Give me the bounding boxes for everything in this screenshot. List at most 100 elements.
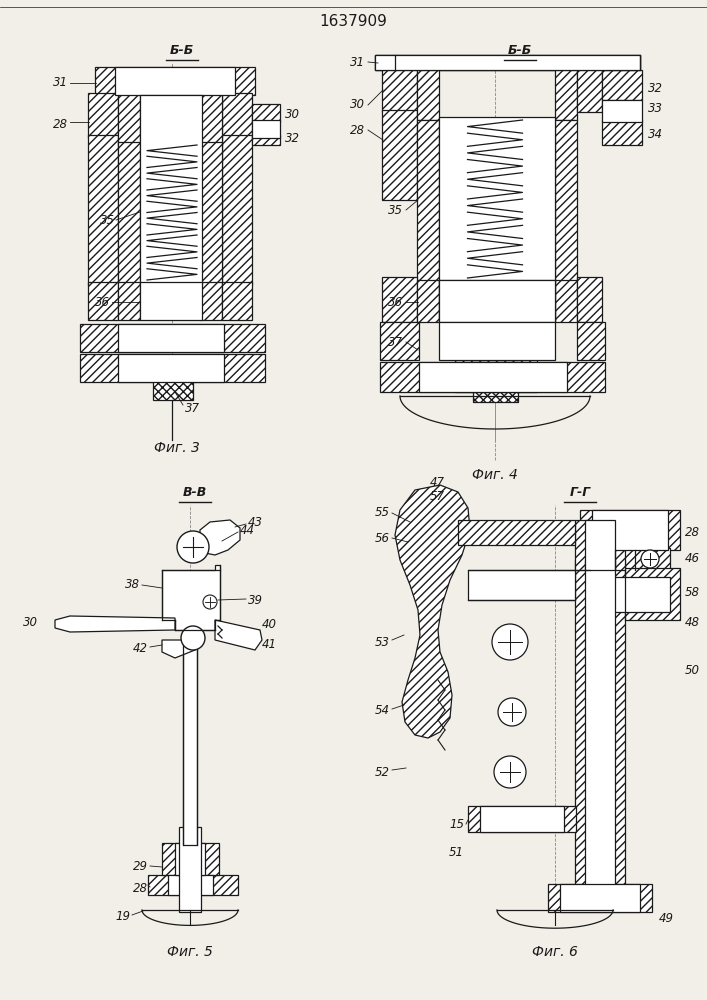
Polygon shape: [200, 520, 240, 555]
Text: Фиг. 3: Фиг. 3: [154, 441, 200, 455]
Text: 28: 28: [350, 123, 365, 136]
Text: 39: 39: [248, 593, 263, 606]
Bar: [118, 324, 224, 352]
Bar: [439, 280, 555, 322]
Circle shape: [641, 550, 659, 568]
Bar: [468, 806, 576, 832]
Text: Б-Б: Б-Б: [508, 44, 532, 57]
Text: 19: 19: [115, 910, 130, 924]
Text: 55: 55: [375, 506, 390, 520]
Bar: [118, 282, 140, 320]
Bar: [80, 354, 265, 382]
Bar: [439, 280, 555, 322]
Text: 42: 42: [133, 642, 148, 654]
Bar: [118, 142, 140, 285]
Circle shape: [494, 756, 526, 788]
Circle shape: [498, 698, 526, 726]
Bar: [148, 875, 238, 895]
Text: В-В: В-В: [183, 486, 207, 499]
Text: 35: 35: [100, 214, 115, 227]
Text: 34: 34: [648, 127, 663, 140]
Bar: [183, 640, 197, 845]
Bar: [455, 322, 537, 360]
Bar: [118, 354, 224, 382]
Bar: [419, 362, 567, 392]
Text: 28: 28: [133, 882, 148, 894]
Text: 52: 52: [375, 766, 390, 778]
Bar: [455, 360, 537, 392]
Bar: [118, 93, 140, 145]
Bar: [168, 875, 213, 895]
Bar: [417, 68, 439, 120]
Bar: [590, 548, 670, 570]
Bar: [80, 324, 265, 352]
Bar: [252, 104, 280, 122]
Text: 37: 37: [388, 336, 403, 350]
Text: Г-Г: Г-Г: [569, 486, 590, 499]
Text: 30: 30: [350, 99, 365, 111]
Bar: [439, 117, 555, 282]
Polygon shape: [162, 565, 220, 630]
Text: 56: 56: [375, 532, 390, 544]
Bar: [115, 67, 235, 95]
Text: 30: 30: [285, 107, 300, 120]
Bar: [200, 142, 222, 285]
Text: 41: 41: [262, 638, 277, 650]
Text: 53: 53: [375, 636, 390, 648]
Bar: [375, 55, 640, 70]
Text: 43: 43: [248, 516, 263, 528]
Bar: [200, 282, 222, 320]
Text: 49: 49: [659, 912, 674, 924]
Bar: [585, 560, 615, 885]
Text: 46: 46: [685, 552, 700, 566]
Text: 31: 31: [53, 77, 68, 90]
Bar: [140, 95, 202, 285]
Bar: [600, 577, 670, 612]
Bar: [417, 120, 439, 282]
Bar: [88, 282, 118, 320]
Text: 57: 57: [430, 489, 445, 502]
Bar: [88, 135, 118, 285]
Bar: [222, 135, 252, 285]
Bar: [580, 510, 680, 550]
Bar: [382, 277, 417, 322]
Bar: [179, 827, 201, 912]
Bar: [577, 277, 602, 322]
Text: 15: 15: [449, 818, 464, 832]
Polygon shape: [468, 570, 575, 600]
Text: 40: 40: [262, 618, 277, 632]
Text: 35: 35: [388, 204, 403, 217]
Bar: [222, 93, 252, 138]
Bar: [200, 93, 222, 145]
Bar: [592, 510, 668, 550]
Bar: [439, 322, 555, 360]
Bar: [548, 884, 652, 912]
Bar: [95, 67, 255, 95]
Text: 36: 36: [95, 296, 110, 310]
Text: 1637909: 1637909: [319, 14, 387, 29]
Bar: [602, 120, 642, 145]
Bar: [252, 135, 280, 145]
Text: 32: 32: [648, 82, 663, 95]
Text: 54: 54: [375, 704, 390, 716]
Text: 31: 31: [350, 55, 365, 68]
Bar: [590, 568, 680, 620]
Text: 30: 30: [23, 616, 38, 630]
Text: Фиг. 4: Фиг. 4: [472, 468, 518, 482]
Bar: [175, 843, 205, 875]
Bar: [555, 280, 577, 322]
Bar: [575, 520, 625, 570]
Bar: [602, 70, 642, 100]
Text: Б-Б: Б-Б: [170, 44, 194, 57]
Text: 47: 47: [430, 476, 445, 488]
Bar: [375, 55, 640, 70]
Bar: [162, 843, 219, 875]
Bar: [252, 120, 280, 138]
Polygon shape: [395, 485, 470, 738]
Text: 58: 58: [685, 585, 700, 598]
Bar: [602, 100, 642, 122]
Bar: [380, 362, 605, 392]
Polygon shape: [55, 616, 175, 632]
Bar: [555, 120, 577, 282]
Bar: [380, 322, 419, 360]
